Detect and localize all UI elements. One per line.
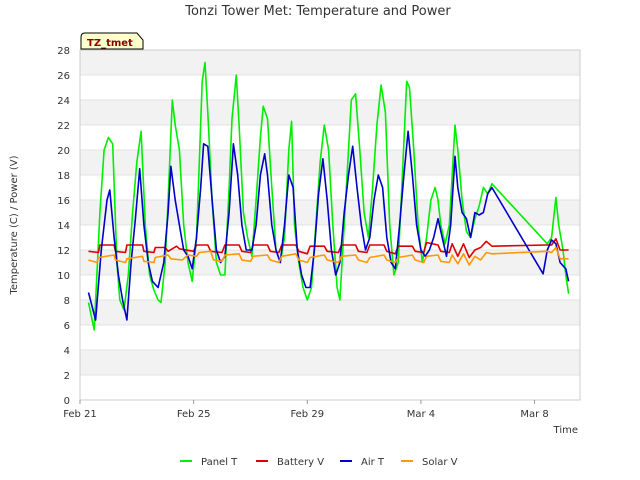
legend-item: Solar V [401,457,458,468]
y-axis-label: Temperature (C) / Power (V) [9,155,20,295]
y-tick-label: 28 [57,46,70,57]
badge: TZ_tmet [80,32,144,50]
series-line-air-t [87,130,570,321]
y-tick-label: 20 [57,146,70,157]
grid-band [80,200,580,225]
legend-label: Battery V [277,457,324,468]
x-axis: Feb 21 Feb 25 Feb 29 Mar 4 Mar 8 [63,400,549,420]
badge-text: TZ_tmet [87,38,133,49]
y-tick-label: 26 [57,71,70,82]
y-tick-label: 10 [57,271,70,282]
y-tick-label: 8 [64,296,70,307]
series-line-solar-v [88,246,569,266]
legend-label: Air T [361,457,385,468]
series-line-battery-v [88,238,569,259]
y-tick-label: 4 [64,346,70,357]
x-tick-label: Mar 4 [407,409,435,420]
x-tick-label: Feb 21 [63,409,97,420]
legend-item: Air T [340,457,385,468]
y-tick-label: 14 [57,221,70,232]
grid-band [80,50,580,75]
x-tick-label: Feb 25 [177,409,211,420]
plot-frame [79,49,581,401]
legend-item: Panel T [180,457,238,468]
x-tick-label: Feb 29 [290,409,324,420]
legend-item: Battery V [256,457,324,468]
y-tick-label: 18 [57,171,70,182]
chart-title: Tonzi Tower Met: Temperature and Power [184,4,451,19]
y-tick-label: 22 [57,121,70,132]
grid-band [80,350,580,375]
y-tick-label: 0 [64,396,70,407]
series-lines [87,61,570,331]
y-tick-label: 12 [57,246,70,257]
x-tick-label: Mar 8 [520,409,548,420]
y-tick-label: 24 [57,96,70,107]
series-line-panel-t [87,61,570,331]
legend: Panel T Battery V Air T Solar V [180,457,458,468]
y-tick-label: 2 [64,371,70,382]
legend-label: Panel T [201,457,238,468]
x-axis-label: Time [553,425,578,436]
grid-band [80,300,580,325]
y-tick-label: 6 [64,321,70,332]
y-tick-label: 16 [57,196,70,207]
grid-band [80,100,580,125]
legend-label: Solar V [422,457,458,468]
